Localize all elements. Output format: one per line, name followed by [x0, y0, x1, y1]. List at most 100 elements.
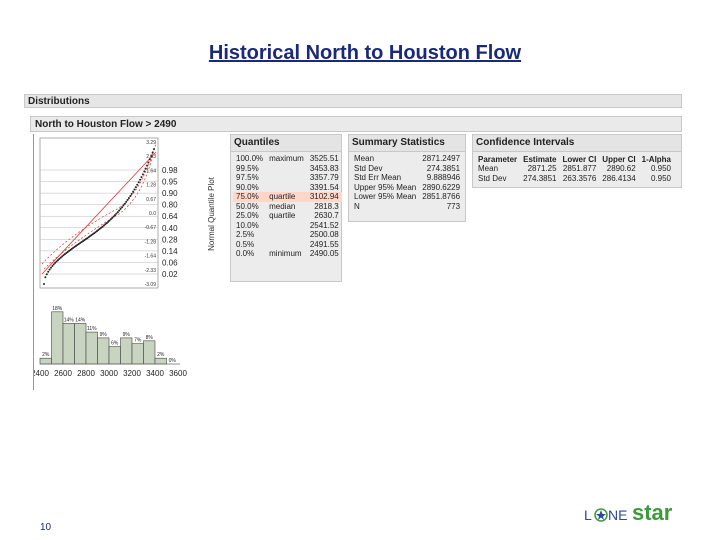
histogram-bar-label: 14% [64, 317, 75, 323]
confidence-cell: 0.950 [650, 164, 672, 173]
quantile-point [82, 240, 84, 243]
quantile-cell-label [266, 164, 307, 174]
quantile-left-tick: -0.67 [145, 225, 157, 231]
quantile-point [109, 218, 112, 221]
summary-statistics-table: Mean 2871.2497 Std Dev 274.3851 Std Err Mean… [351, 154, 463, 211]
histogram-bar-label: 9% [123, 332, 131, 338]
quantile-cell-label [266, 230, 307, 240]
quantile-point [147, 161, 150, 164]
histogram-x-tick: 3000 [100, 369, 118, 378]
quantile-cell-pct: 99.5% [236, 163, 259, 173]
quantile-right-tick: 0.14 [162, 247, 178, 256]
confidence-band-upper [43, 148, 155, 270]
reference-line [41, 151, 157, 275]
quantile-point [51, 265, 54, 267]
quantile-cell-label [266, 240, 307, 250]
histogram-bar-label: 11% [87, 326, 97, 332]
quantile-point [65, 252, 68, 254]
quantile-row: 10.0% 2541.52 [233, 221, 342, 231]
quantile-cell-label: quartile [266, 192, 307, 202]
quantile-right-tick: 0.64 [162, 212, 178, 221]
quantile-cell-pct: 50.0% [236, 201, 259, 211]
summary-row: Upper 95% Mean 2890.6229 [351, 183, 463, 193]
quantile-row: 100.0% maximum 3525.51 [233, 154, 342, 164]
quantile-cell-value: 2491.55 [309, 239, 339, 249]
summary-statistics-header[interactable]: Summary Statistics [349, 135, 465, 152]
quantile-point [105, 222, 108, 225]
summary-value: 274.3851 [426, 163, 461, 173]
histogram-bar [97, 337, 110, 365]
quantile-cell-pct: 2.5% [236, 230, 255, 239]
histogram-bar-label: 0% [169, 358, 177, 364]
histogram-bar [51, 311, 64, 365]
confidence-cell: Std Dev [478, 173, 507, 183]
histogram-bar [74, 323, 87, 365]
summary-value: 773 [446, 201, 461, 211]
quantile-point [146, 164, 148, 167]
quantile-point [73, 245, 76, 248]
quantile-point [45, 273, 48, 276]
distributions-header[interactable]: Distributions [24, 94, 682, 108]
confidence-column-header: Upper CI [602, 154, 636, 164]
quantile-point [52, 263, 55, 266]
quantile-cell-value: 3525.51 [309, 154, 339, 163]
quantile-cell-pct: 75.0% [233, 192, 267, 202]
quantile-point [132, 190, 135, 193]
summary-value: 9.888946 [426, 173, 461, 182]
histogram-x-tick: 3400 [146, 369, 164, 378]
quantile-cell-pct: 0.0% [236, 249, 255, 258]
quantile-row: 75.0% quartile 3102.94 [233, 192, 342, 202]
variable-header[interactable]: North to Houston Flow > 2490 [30, 116, 682, 132]
quantiles-header[interactable]: Quantiles [231, 135, 341, 152]
quantile-point [153, 148, 155, 150]
quantile-cell-label: quartile [269, 211, 296, 220]
histogram-bar-label: 7% [134, 338, 142, 344]
confidence-column-header: Parameter [478, 154, 518, 164]
confidence-row: Std Dev 274.3851 263.3576 286.4134 0.950 [475, 174, 674, 184]
quantile-cell-label [266, 183, 307, 193]
summary-statistics-panel: Summary Statistics Mean 2871.2497 Std Dev 2… [348, 134, 466, 222]
quantile-row: 0.5% 2491.55 [233, 240, 342, 250]
summary-row: Std Dev 274.3851 [351, 164, 463, 174]
quantile-cell-value: 3453.83 [309, 163, 339, 173]
quantile-point [63, 253, 66, 256]
summary-row: Mean 2871.2497 [351, 154, 463, 164]
svg-text:NE: NE [608, 507, 627, 523]
quantile-point [95, 230, 98, 233]
quantile-right-tick: 0.40 [162, 224, 178, 233]
quantile-point [50, 266, 52, 269]
quantile-cell-value: 2818.3 [314, 201, 339, 211]
histogram-bar-label: 18% [52, 306, 63, 312]
quantiles-panel: Quantiles 100.0% maximum 3525.51 99.5% 3453.… [230, 134, 342, 282]
summary-label: N [354, 201, 360, 211]
confidence-intervals-header[interactable]: Confidence Intervals [473, 135, 681, 152]
confidence-cell: 263.3576 [562, 173, 597, 183]
histogram-bar-label: 2% [42, 352, 50, 358]
quantile-left-tick: -1.64 [145, 254, 157, 260]
confidence-cell: 2851.877 [562, 164, 597, 173]
histogram-bar [143, 340, 156, 365]
quantile-point [94, 231, 97, 234]
quantile-point [100, 226, 103, 229]
histogram-bar [85, 331, 98, 365]
quantile-cell-pct: 10.0% [236, 220, 259, 230]
quantile-cell-pct: 25.0% [236, 211, 259, 220]
quantile-point [129, 195, 132, 197]
quantile-point [121, 206, 123, 209]
quantile-cell-value: 3391.54 [309, 182, 339, 192]
quantile-cell-label: minimum [269, 249, 302, 258]
quantile-cell-label [266, 173, 307, 183]
quantile-point [130, 192, 133, 195]
quantile-point [143, 170, 146, 173]
quantile-point [55, 260, 58, 263]
confidence-cell: 2871.25 [527, 164, 557, 173]
graph-pane: 3.292.331.641.280.670.0-0.67-1.28-1.64-2… [33, 134, 226, 390]
summary-label: Std Err Mean [354, 173, 402, 182]
quantile-point [91, 233, 94, 236]
quantile-cell-pct: 90.0% [236, 182, 259, 192]
page-number: 10 [40, 522, 52, 533]
quantile-point [54, 261, 57, 264]
quantile-cell-pct: 100.0% [236, 154, 264, 163]
quantile-cell-value: 2490.05 [309, 249, 339, 258]
quantile-left-tick: 0.67 [146, 197, 156, 203]
